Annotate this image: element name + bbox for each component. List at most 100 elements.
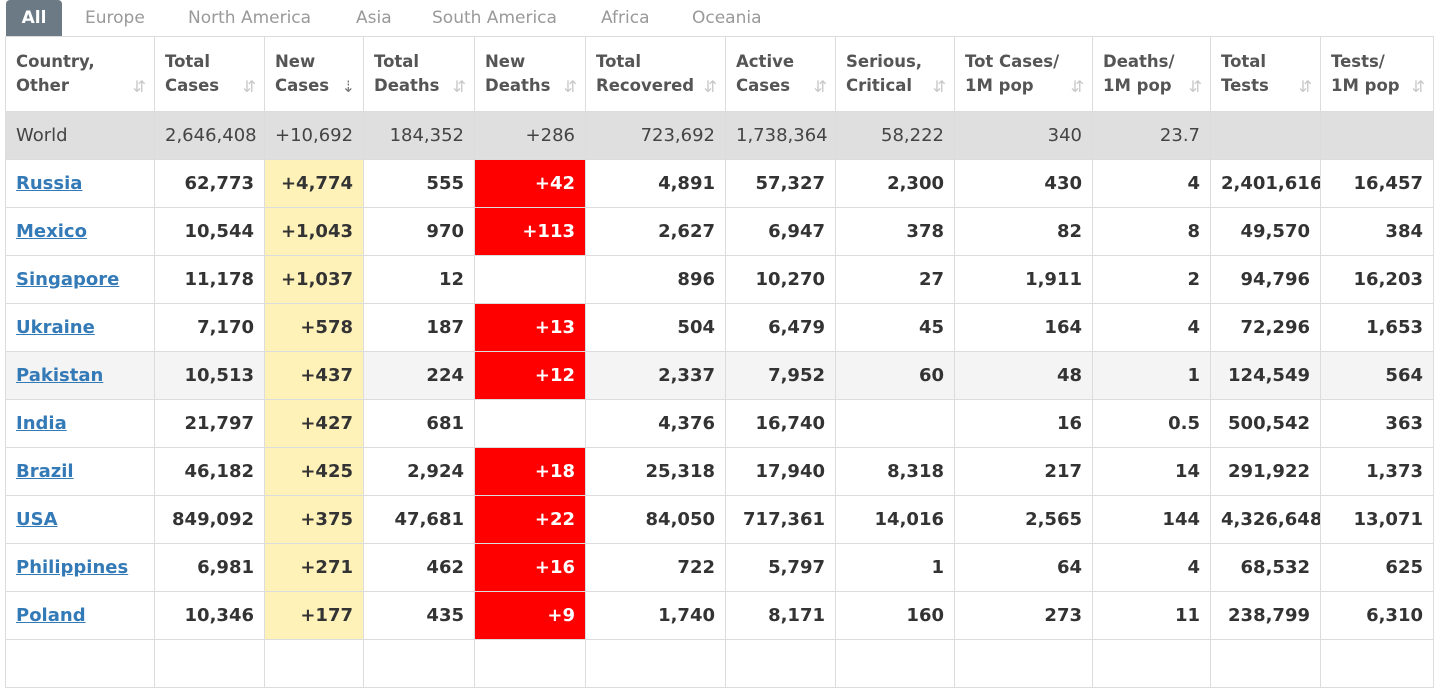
tab-africa[interactable]: Africa bbox=[601, 8, 650, 28]
cell-total-tests: 500,542 bbox=[1210, 399, 1321, 448]
cell-new-cases: +271 bbox=[264, 543, 364, 592]
column-header-label: Deaths bbox=[485, 76, 551, 95]
cell-new-cases: +427 bbox=[264, 399, 364, 448]
cell-total-recovered: 896 bbox=[585, 255, 726, 304]
tab-north-america[interactable]: North America bbox=[188, 8, 312, 28]
column-header-label: Serious, bbox=[846, 52, 923, 71]
country-link[interactable]: Poland bbox=[16, 605, 86, 626]
country-link[interactable]: Brazil bbox=[16, 461, 74, 482]
tab-all[interactable]: All bbox=[6, 0, 62, 36]
sort-icon[interactable]: ⇵ bbox=[242, 77, 256, 96]
cell-deaths-per-1m: 4 bbox=[1092, 303, 1211, 352]
sort-desc-icon[interactable]: ⇣ bbox=[341, 77, 355, 96]
sort-icon[interactable]: ⇵ bbox=[703, 77, 717, 96]
country-link[interactable]: Philippines bbox=[16, 557, 129, 578]
cell-country: Singapore bbox=[5, 255, 155, 304]
cell-serious-critical: 160 bbox=[835, 591, 955, 640]
tab-asia[interactable]: Asia bbox=[356, 8, 392, 28]
cell-serious-critical: 378 bbox=[835, 207, 955, 256]
cell-serious-critical: 27 bbox=[835, 255, 955, 304]
table-row: Brazil 46,182 +425 2,924 +18 25,318 17,940 8,31… bbox=[5, 447, 1434, 496]
cell-total-cases: 21,797 bbox=[154, 399, 265, 448]
column-header-deaths-per-1m[interactable]: Deaths/1M pop ⇵ bbox=[1092, 36, 1211, 112]
column-header-total-cases[interactable]: Total Cases ⇵ bbox=[154, 36, 265, 112]
column-header-label: 1M pop bbox=[1331, 76, 1400, 95]
country-link[interactable]: Mexico bbox=[16, 221, 87, 242]
country-link[interactable]: Russia bbox=[16, 173, 83, 194]
sort-icon[interactable]: ⇵ bbox=[1298, 77, 1312, 96]
cell-total-recovered: 1,740 bbox=[585, 591, 726, 640]
sort-icon[interactable]: ⇵ bbox=[1070, 77, 1084, 96]
column-header-tests-per-1m[interactable]: Tests/1M pop ⇵ bbox=[1320, 36, 1434, 112]
sort-icon[interactable]: ⇵ bbox=[132, 77, 146, 96]
cell-active-cases: 6,947 bbox=[725, 207, 836, 256]
cell-tot-cases-per-1m: 48 bbox=[954, 351, 1093, 400]
cell-new-cases: +1,043 bbox=[264, 207, 364, 256]
cell-country bbox=[5, 639, 155, 688]
column-header-country[interactable]: Country, Other ⇵ bbox=[5, 36, 155, 112]
tab-oceania[interactable]: Oceania bbox=[692, 8, 762, 28]
sort-icon[interactable]: ⇵ bbox=[932, 77, 946, 96]
cell-deaths-per-1m: 8 bbox=[1092, 207, 1211, 256]
cell-new-deaths: +12 bbox=[474, 351, 586, 400]
table-row: USA 849,092 +375 47,681 +22 84,050 717,361 14,0… bbox=[5, 495, 1434, 544]
cell-serious-critical: 14,016 bbox=[835, 495, 955, 544]
column-header-label: Country, bbox=[16, 52, 95, 71]
column-header-active-cases[interactable]: Active Cases ⇵ bbox=[725, 36, 836, 112]
cell-total-tests: 238,799 bbox=[1210, 591, 1321, 640]
cell-total-cases bbox=[154, 639, 265, 688]
country-link[interactable]: USA bbox=[16, 509, 58, 530]
cell-country: Mexico bbox=[5, 207, 155, 256]
country-link[interactable]: Singapore bbox=[16, 269, 120, 290]
column-header-label: Cases bbox=[275, 76, 330, 95]
column-header-label: Recovered bbox=[596, 76, 695, 95]
table-row: Poland 10,346 +177 435 +9 1,740 8,171 160 273 11 2… bbox=[5, 591, 1434, 640]
table-row: India 21,797 +427 681 4,376 16,740 16 0.5 500,54… bbox=[5, 399, 1434, 448]
column-header-total-recovered[interactable]: Total Recovered ⇵ bbox=[585, 36, 726, 112]
cell-country: World bbox=[5, 111, 155, 160]
cell-serious-critical: 1 bbox=[835, 543, 955, 592]
column-header-new-deaths[interactable]: New Deaths ⇵ bbox=[474, 36, 586, 112]
tab-south-america[interactable]: South America bbox=[432, 8, 557, 28]
cell-deaths-per-1m: 0.5 bbox=[1092, 399, 1211, 448]
column-header-label: Deaths/ bbox=[1103, 52, 1175, 71]
column-header-tot-cases-per-1m[interactable]: Tot Cases/1M pop ⇵ bbox=[954, 36, 1093, 112]
column-header-label: Total bbox=[165, 52, 211, 71]
cell-total-deaths: 184,352 bbox=[363, 111, 475, 160]
sort-icon[interactable]: ⇵ bbox=[813, 77, 827, 96]
cell-new-deaths: +9 bbox=[474, 591, 586, 640]
column-header-label: Total bbox=[596, 52, 642, 71]
cell-total-recovered: 84,050 bbox=[585, 495, 726, 544]
cell-active-cases: 16,740 bbox=[725, 399, 836, 448]
column-header-total-tests[interactable]: Total Tests ⇵ bbox=[1210, 36, 1321, 112]
column-header-label: Tot Cases/ bbox=[965, 52, 1060, 71]
sort-icon[interactable]: ⇵ bbox=[452, 77, 466, 96]
sort-icon[interactable]: ⇵ bbox=[1411, 77, 1425, 96]
cell-total-tests: 291,922 bbox=[1210, 447, 1321, 496]
country-link[interactable]: Ukraine bbox=[16, 317, 95, 338]
cell-deaths-per-1m: 144 bbox=[1092, 495, 1211, 544]
tab-europe[interactable]: Europe bbox=[85, 8, 145, 28]
column-header-serious-critical[interactable]: Serious, Critical ⇵ bbox=[835, 36, 955, 112]
cell-total-tests: 94,796 bbox=[1210, 255, 1321, 304]
column-header-label: New bbox=[485, 52, 526, 71]
column-header-label: 1M pop bbox=[965, 76, 1034, 95]
cell-total-deaths: 970 bbox=[363, 207, 475, 256]
cell-new-deaths: +13 bbox=[474, 303, 586, 352]
cell-tot-cases-per-1m: 164 bbox=[954, 303, 1093, 352]
column-header-total-deaths[interactable]: Total Deaths ⇵ bbox=[363, 36, 475, 112]
cell-tests-per-1m bbox=[1320, 639, 1434, 688]
country-link[interactable]: Pakistan bbox=[16, 365, 104, 386]
sort-icon[interactable]: ⇵ bbox=[563, 77, 577, 96]
sort-icon[interactable]: ⇵ bbox=[1188, 77, 1202, 96]
cell-serious-critical: 8,318 bbox=[835, 447, 955, 496]
cell-total-recovered: 25,318 bbox=[585, 447, 726, 496]
country-link[interactable]: India bbox=[16, 413, 67, 434]
cell-new-cases: +578 bbox=[264, 303, 364, 352]
cell-new-deaths: +42 bbox=[474, 159, 586, 208]
column-header-label: Cases bbox=[165, 76, 220, 95]
cell-total-tests: 49,570 bbox=[1210, 207, 1321, 256]
cell-active-cases: 8,171 bbox=[725, 591, 836, 640]
column-header-label: Cases bbox=[736, 76, 791, 95]
column-header-new-cases[interactable]: New Cases ⇣ bbox=[264, 36, 364, 112]
